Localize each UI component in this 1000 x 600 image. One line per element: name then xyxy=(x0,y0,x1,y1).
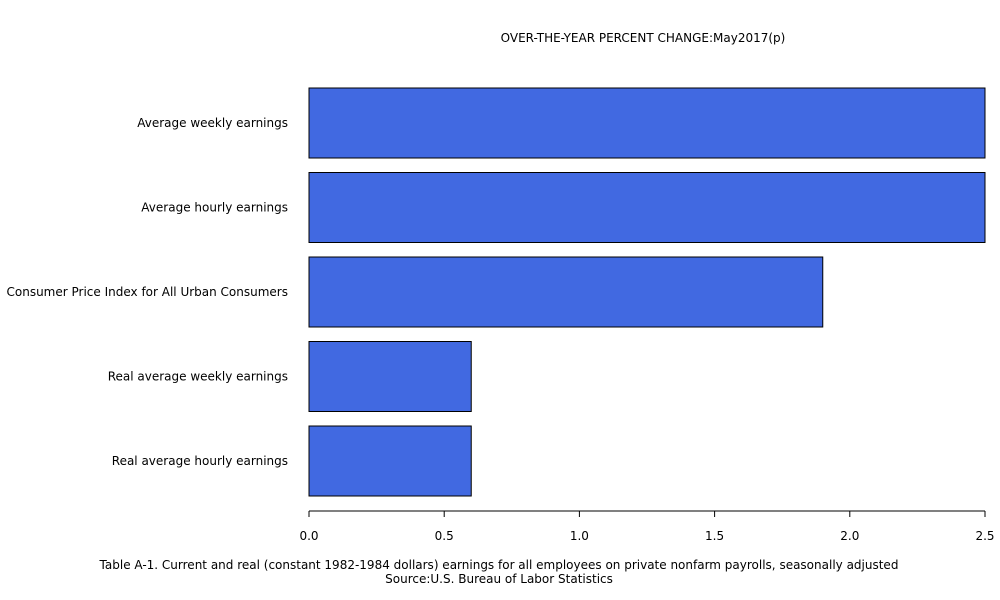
bar xyxy=(308,341,472,412)
x-tick-label: 1.0 xyxy=(570,529,589,543)
x-tick-label: 2.0 xyxy=(840,529,859,543)
chart-title: OVER-THE-YEAR PERCENT CHANGE:May2017(p) xyxy=(501,31,786,45)
x-tick-label: 0.5 xyxy=(435,529,454,543)
category-label: Real average weekly earnings xyxy=(108,370,288,384)
category-label: Average weekly earnings xyxy=(137,116,288,130)
x-tick-label: 0.0 xyxy=(299,529,318,543)
category-label: Consumer Price Index for All Urban Consu… xyxy=(7,285,289,299)
x-tick-label: 1.5 xyxy=(705,529,724,543)
bars-group xyxy=(308,87,986,497)
x-tick-label: 2.5 xyxy=(975,529,994,543)
category-label: Real average hourly earnings xyxy=(112,454,288,468)
bar xyxy=(308,425,472,497)
category-label: Average hourly earnings xyxy=(141,201,288,215)
category-labels: Average weekly earnings Average hourly ea… xyxy=(7,116,289,468)
bar xyxy=(308,256,824,328)
bar xyxy=(308,87,986,159)
x-axis: 0.0 0.5 1.0 1.5 2.0 2.5 xyxy=(299,510,995,543)
bar xyxy=(308,172,986,243)
caption-source: Source:U.S. Bureau of Labor Statistics xyxy=(385,572,613,586)
caption-table-description: Table A-1. Current and real (constant 19… xyxy=(99,558,899,572)
